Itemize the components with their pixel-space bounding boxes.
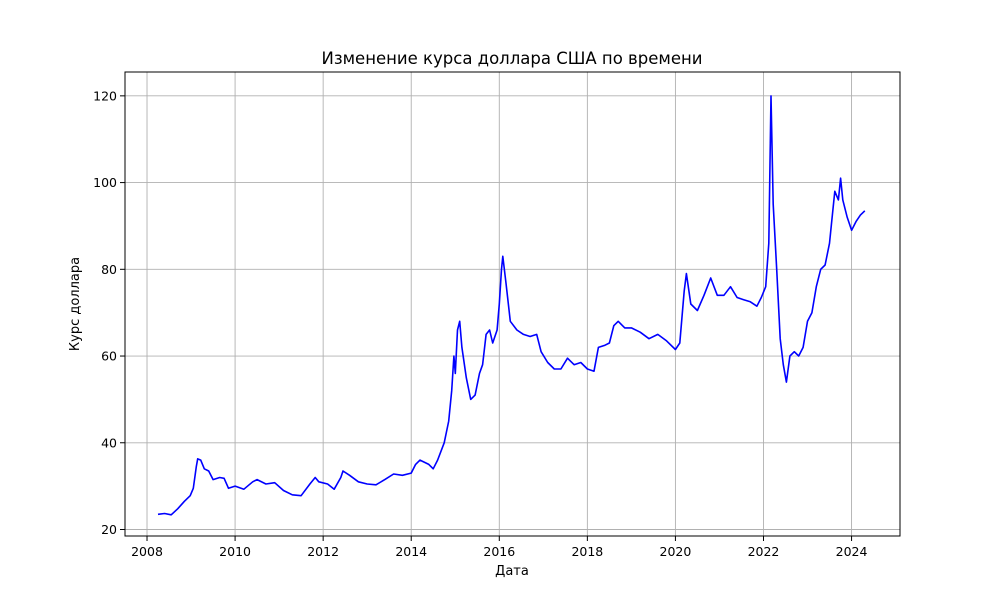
y-tick-label: 120: [93, 88, 117, 103]
x-tick-label: 2012: [307, 544, 339, 559]
x-tick-label: 2010: [219, 544, 251, 559]
x-tick-label: 2016: [483, 544, 515, 559]
x-tick-label: 2024: [836, 544, 868, 559]
x-tick-label: 2022: [748, 544, 780, 559]
x-tick-label: 2008: [131, 544, 163, 559]
x-axis: 2008 2010 2012 2014 2016 2018 2020 2022 2024: [131, 536, 868, 559]
y-tick-label: 40: [101, 435, 117, 450]
series-layer: [157, 95, 866, 516]
plot-frame: [124, 71, 901, 537]
x-tick-label: 2014: [395, 544, 427, 559]
y-tick-label: 60: [101, 349, 117, 364]
y-axis: 20 40 60 80 100 120: [93, 88, 125, 537]
x-tick-label: 2018: [571, 544, 603, 559]
x-axis-label: Дата: [495, 564, 529, 579]
y-tick-label: 100: [93, 175, 117, 190]
series-line: [157, 95, 866, 516]
chart-title: Изменение курса доллара США по времени: [321, 49, 702, 68]
y-axis-label: Курс доллара: [68, 257, 83, 351]
grid: [125, 72, 900, 536]
y-tick-label: 20: [101, 522, 117, 537]
y-tick-label: 80: [101, 262, 117, 277]
x-tick-label: 2020: [660, 544, 692, 559]
